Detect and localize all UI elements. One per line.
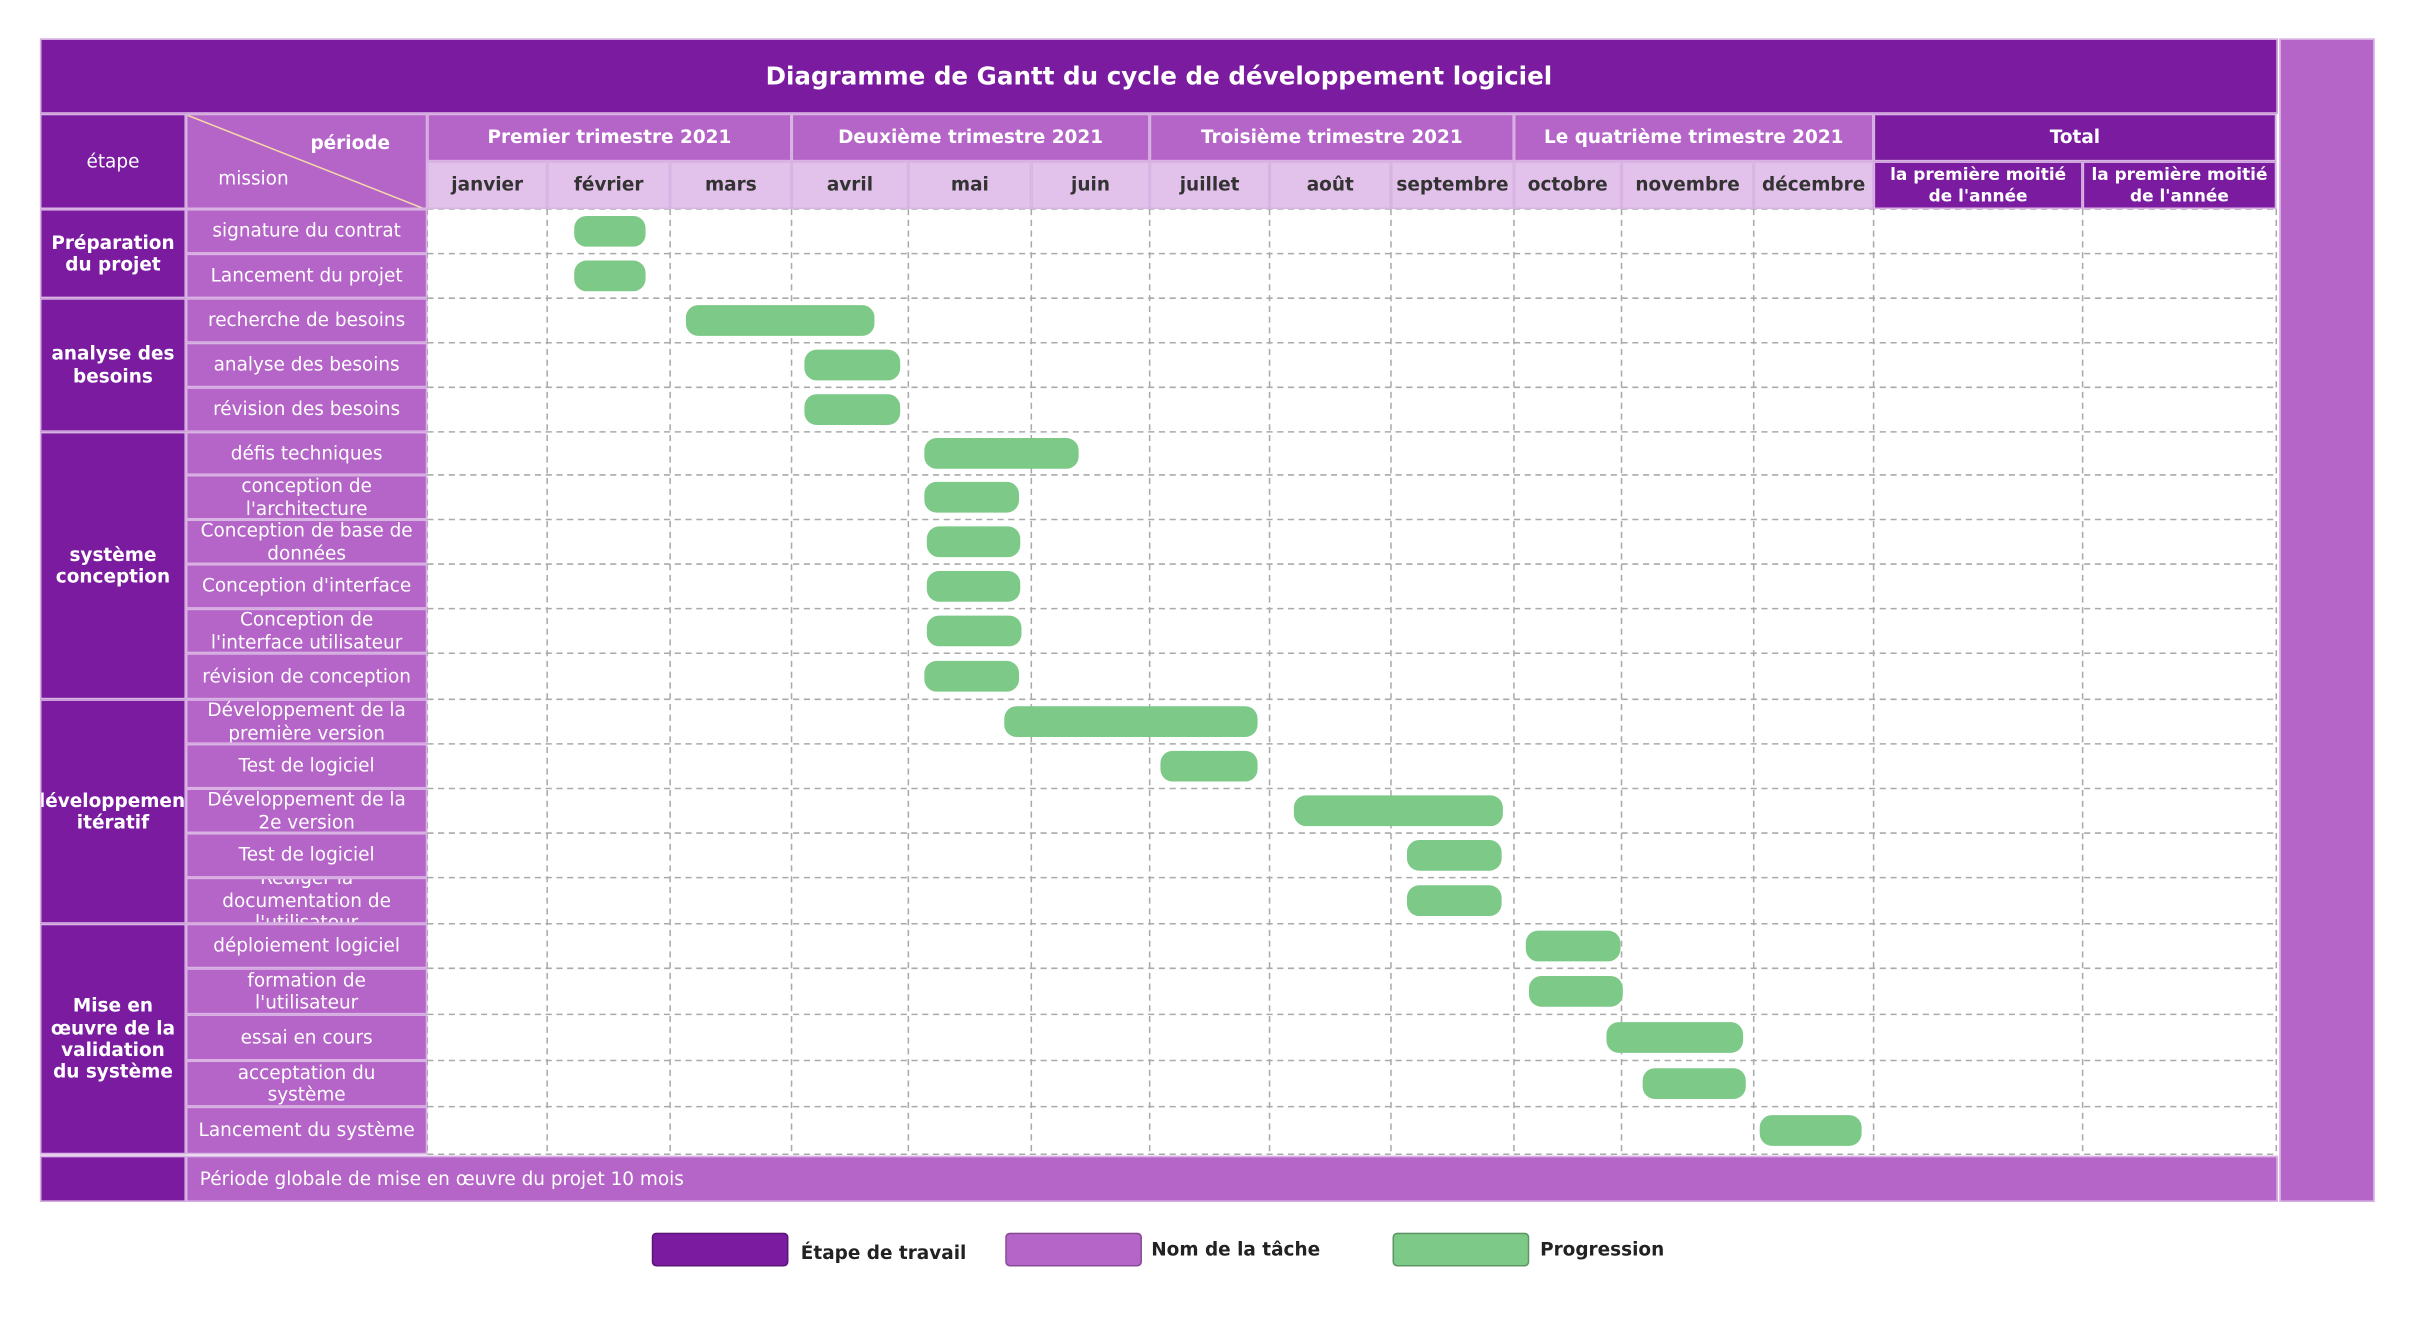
progress-bar [924, 438, 1079, 469]
progress-bar [1642, 1068, 1746, 1099]
progress-bar [924, 660, 1020, 692]
legend-label: Progression [1540, 1238, 1665, 1261]
month-header: septembre [1390, 161, 1514, 210]
quarter-header: Troisième trimestre 2021 [1149, 113, 1514, 162]
task-name: signature du contrat [185, 209, 428, 254]
period-label: période [310, 132, 390, 154]
progress-bar [574, 215, 646, 247]
month-header: juillet [1149, 161, 1270, 210]
title: Diagramme de Gantt du cycle de développe… [39, 38, 2278, 114]
progress-bar [685, 305, 875, 336]
task-name: recherche de besoins [185, 298, 428, 343]
task-name: révision de conception [185, 653, 428, 700]
progress-bar [1525, 930, 1621, 962]
month-header: janvier [427, 161, 548, 210]
task-name: Développement de la première version [185, 699, 428, 744]
stage-header: étape [39, 113, 186, 210]
progress-bar [1406, 839, 1502, 871]
stage-name: système conception [39, 431, 186, 700]
month-header: mai [908, 161, 1032, 210]
month-header: novembre [1621, 161, 1754, 210]
task-name: conception de l'architecture [185, 474, 428, 520]
month-header: mars [670, 161, 792, 210]
month-header: décembre [1753, 161, 1874, 210]
task-name: Lancement du système [185, 1106, 428, 1155]
total-header: Total [1873, 113, 2277, 162]
side-panel [2279, 38, 2375, 1202]
legend-label: Étape de travail [800, 1241, 967, 1264]
quarter-header: Premier trimestre 2021 [427, 113, 792, 162]
progress-bar [804, 349, 901, 381]
stage-name: Préparation du projet [39, 209, 186, 299]
task-name: Conception d'interface [185, 564, 428, 609]
progress-bar [1759, 1115, 1862, 1146]
progress-bar [1606, 1022, 1744, 1053]
legend-swatch [651, 1232, 789, 1267]
quarter-header: Le quatrième trimestre 2021 [1513, 113, 1874, 162]
progress-bar [924, 481, 1020, 513]
footer: Période globale de mise en œuvre du proj… [185, 1155, 2278, 1202]
corner-header: période mission [185, 113, 428, 210]
task-name: Rédiger la documentation de l'utilisateu… [185, 877, 428, 924]
legend-label: Nom de la tâche [1151, 1238, 1321, 1261]
footer-stage [39, 1155, 186, 1202]
quarter-header: Deuxième trimestre 2021 [791, 113, 1150, 162]
legend-swatch [1392, 1232, 1530, 1267]
task-name: déploiement logiciel [185, 923, 428, 969]
task-name: essai en cours [185, 1014, 428, 1061]
task-name: Conception de base de données [185, 519, 428, 565]
progress-bar [1406, 885, 1502, 917]
task-name: défis techniques [185, 431, 428, 475]
task-name: Conception de l'interface utilisateur [185, 608, 428, 654]
progress-bar [926, 615, 1022, 647]
total-subheader: la première moitié de l'année [1873, 161, 2083, 210]
task-name: analyse des besoins [185, 342, 428, 388]
progress-bar [1528, 975, 1623, 1007]
stage-name: analyse des besoins [39, 298, 186, 432]
month-header: août [1269, 161, 1391, 210]
month-header: avril [791, 161, 909, 210]
legend-swatch [1005, 1232, 1142, 1267]
mission-label: mission [218, 167, 289, 190]
task-name: acceptation du système [185, 1060, 428, 1107]
progress-bar [926, 526, 1021, 558]
progress-bar [926, 570, 1021, 602]
task-name: Lancement du projet [185, 253, 428, 299]
total-subheader: la première moitié de l'année [2082, 161, 2277, 210]
month-header: juin [1031, 161, 1150, 210]
progress-bar [1004, 706, 1258, 737]
stage-name: Mise en œuvre de la validation du systèm… [39, 923, 186, 1155]
progress-bar [1293, 795, 1503, 827]
task-name: Test de logiciel [185, 743, 428, 789]
task-name: Test de logiciel [185, 833, 428, 878]
task-name: formation de l'utilisateur [185, 968, 428, 1015]
task-name: Développement de la 2e version [185, 788, 428, 834]
diagonal [187, 115, 424, 208]
month-header: février [547, 161, 671, 210]
progress-bar [1160, 750, 1258, 782]
task-name: révision des besoins [185, 387, 428, 432]
progress-bar [804, 394, 901, 425]
progress-bar [574, 260, 646, 292]
month-header: octobre [1513, 161, 1622, 210]
stage-name: développement itératif [39, 699, 186, 924]
